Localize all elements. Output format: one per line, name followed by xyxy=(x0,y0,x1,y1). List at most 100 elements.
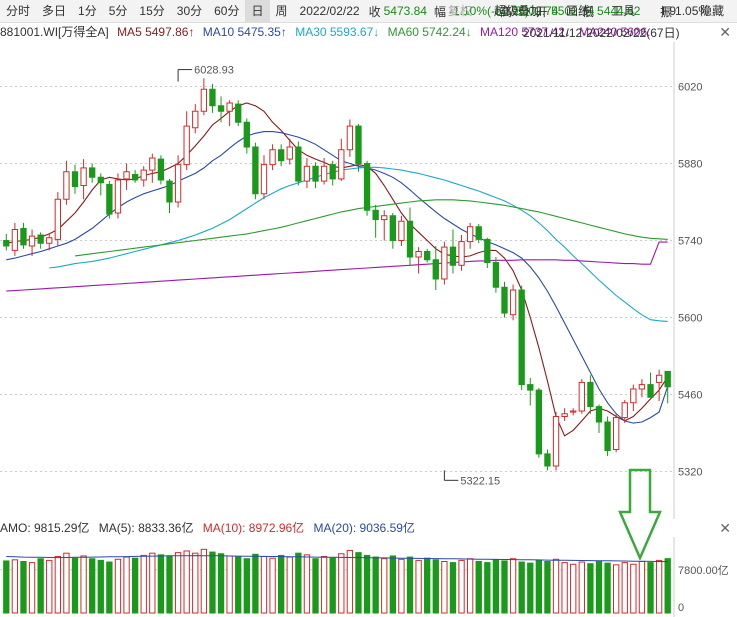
low-label: 低 xyxy=(582,4,595,19)
open-label: 开 xyxy=(536,4,549,19)
candle-body-up xyxy=(174,164,182,203)
volume-bar-up xyxy=(320,556,328,614)
ma60-line xyxy=(74,199,668,257)
price-tick-label: 5460 xyxy=(678,390,702,402)
candle-body-down xyxy=(475,226,482,240)
candle-body-down xyxy=(363,163,371,211)
close-icon[interactable]: ✕ xyxy=(719,24,731,40)
price-tick-label: 6020 xyxy=(678,82,702,94)
volume-bar-up xyxy=(621,562,628,614)
price-annotations: 6028.93 5322.15 xyxy=(177,65,500,487)
vol-ma10-value: MA(10): 8972.96亿 xyxy=(202,521,305,535)
period-tab-60min[interactable]: 60分 xyxy=(214,4,240,18)
candle-body-up xyxy=(613,417,620,451)
candle-body-up xyxy=(621,402,628,419)
volume-bar-down xyxy=(71,557,79,614)
candle-body-down xyxy=(527,384,534,391)
toolbar: 分时 多日 1分 5分 15分 30分 60分 日 周 2022/02/22 收… xyxy=(0,0,737,23)
candle-body-up xyxy=(338,149,345,180)
volume-bar-down xyxy=(544,560,551,614)
candle-body-up xyxy=(226,102,233,112)
candle-body-down xyxy=(166,180,173,203)
volume-bar-up xyxy=(655,559,663,614)
volume-bar-up xyxy=(561,562,568,614)
quote-info-2: 高 5502.74 xyxy=(500,3,561,20)
candle-body-up xyxy=(54,198,61,240)
period-tab-fenshi[interactable]: 分时 xyxy=(6,4,31,18)
volume-bar-up xyxy=(140,554,147,614)
ma10-line xyxy=(6,131,669,424)
candle-body-up xyxy=(183,125,190,166)
menu-draw[interactable]: 画线 xyxy=(566,4,591,18)
candle-body-down xyxy=(484,238,491,263)
volume-bar-down xyxy=(106,561,113,614)
volume-bar-down xyxy=(37,558,44,614)
menu-overlay[interactable]: 超级叠加 xyxy=(494,4,543,18)
volume-bar-down xyxy=(647,562,654,614)
period-tab-15min[interactable]: 15分 xyxy=(139,4,165,18)
volume-ma-line xyxy=(6,555,668,563)
chart-grid xyxy=(0,42,675,519)
period-tab-30min[interactable]: 30分 xyxy=(176,4,203,18)
period-tab-1min[interactable]: 1分 xyxy=(78,4,97,18)
candle-body-down xyxy=(295,146,302,182)
quote-info: 2022/02/22 收 5473.84 幅 -1.10%(-60.95) 开 … xyxy=(300,3,598,20)
candle-body-down xyxy=(209,88,216,107)
volume-bar-down xyxy=(484,562,491,614)
price-tick-label: 5600 xyxy=(678,313,702,325)
change-label: 幅 xyxy=(433,4,446,19)
close-value: 5473.84 xyxy=(383,4,427,18)
candle-body-up xyxy=(320,165,328,182)
menu-tools[interactable]: 工具 xyxy=(611,4,636,18)
period-tab-5min[interactable]: 5分 xyxy=(108,4,128,18)
ma30-line xyxy=(49,166,668,322)
candle-body-up xyxy=(149,157,156,171)
volume-axis: 7800.00亿 0 xyxy=(678,564,729,614)
candle-body-up xyxy=(441,246,448,280)
menu-fuquan[interactable]: 复权 xyxy=(448,4,473,18)
candle-body-down xyxy=(312,165,319,182)
volume-bar-down xyxy=(3,560,10,614)
quote-info-3: 低 5444.62 xyxy=(582,3,643,20)
volume-tick-label: 7800.00亿 xyxy=(678,564,729,577)
period-tab-week[interactable]: 周 xyxy=(275,4,288,18)
volume-close-icon[interactable]: ✕ xyxy=(719,520,731,536)
volume-bar-up xyxy=(286,556,293,614)
volume-bar-up xyxy=(269,557,276,614)
ma120-value: MA120 5737.42↓ xyxy=(480,25,571,39)
volume-bar-down xyxy=(157,554,165,614)
candle-body-down xyxy=(544,453,551,467)
candle-body-down xyxy=(252,146,259,195)
candle-body-down xyxy=(372,209,379,221)
candle-body-down xyxy=(355,125,362,164)
volume-bar-up xyxy=(260,556,268,614)
volume-bar-down xyxy=(166,556,173,614)
candle-body-down xyxy=(647,384,654,398)
menu-f9[interactable]: F9 xyxy=(662,4,677,18)
volume-bar-up xyxy=(183,550,190,614)
candle-body-down xyxy=(389,215,396,241)
menu-hide[interactable]: 隐藏 xyxy=(700,4,725,18)
volume-ma-line xyxy=(6,555,668,563)
ma30-value: MA30 5593.67↓ xyxy=(295,25,380,39)
period-tab-day[interactable]: 日 xyxy=(245,0,270,22)
high-annotation: 6028.93 xyxy=(194,65,234,77)
candle-body-down xyxy=(406,220,414,258)
volume-bar-down xyxy=(664,558,671,614)
volume-bar-down xyxy=(252,553,259,614)
quote-info-4: 振 1.05% xyxy=(660,3,712,20)
candle-body-up xyxy=(630,388,637,404)
volume-bar-up xyxy=(80,555,87,614)
candle-body-up xyxy=(11,229,19,251)
period-tab-multiday[interactable]: 多日 xyxy=(42,4,67,18)
candle-body-up xyxy=(269,149,276,166)
price-tick-label: 5880 xyxy=(678,159,702,171)
amo-value: AMO: 9815.29亿 xyxy=(0,521,90,535)
candle-body-down xyxy=(106,183,113,215)
down-arrow-icon xyxy=(618,468,662,560)
candle-body-down xyxy=(587,381,594,408)
volume-bar-down xyxy=(312,558,319,614)
volume-bar-up xyxy=(466,558,474,614)
candle-body-up xyxy=(466,226,474,243)
candle-body-up xyxy=(561,413,568,417)
